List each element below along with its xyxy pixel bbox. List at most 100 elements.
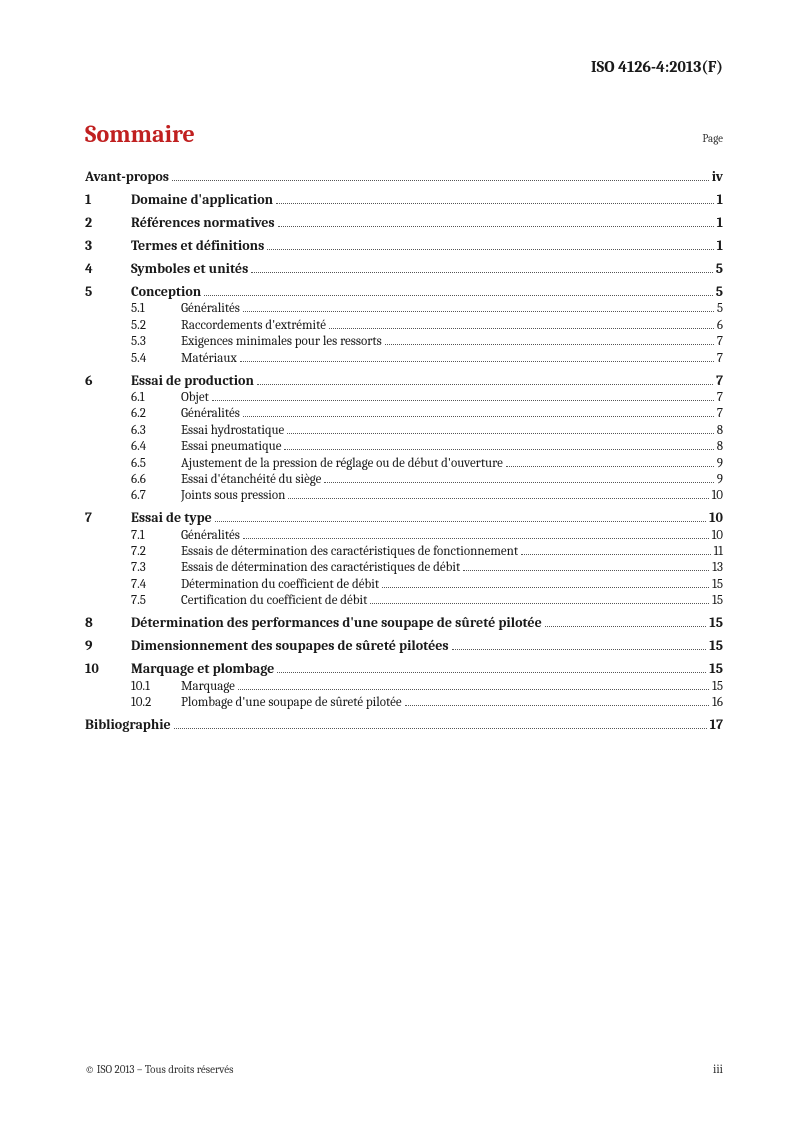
toc-subentry: 6.5Ajustement de la pression de réglage …: [85, 456, 723, 469]
toc-title: Références normatives: [131, 216, 275, 230]
toc-entry: 3Termes et définitions1: [85, 239, 723, 253]
toc-title: Conception: [131, 285, 201, 299]
toc-page: 7: [717, 391, 723, 404]
copyright-text: © ISO 2013 – Tous droits réservés: [85, 1063, 233, 1076]
toc-title: Essai de production: [131, 374, 254, 388]
toc-subsection-number: 7.2: [131, 545, 181, 558]
toc-page: 7: [716, 374, 723, 388]
toc-leader: [172, 171, 709, 181]
toc-leader: [212, 391, 714, 401]
toc-leader: [204, 286, 713, 296]
toc-group: 4Symboles et unités5: [85, 262, 723, 276]
toc-leader: [405, 696, 710, 706]
toc-section-number: 10: [85, 662, 131, 676]
toc-page: 1: [717, 239, 723, 253]
toc-entry: Avant-proposiv: [85, 170, 723, 184]
toc-section-number: 9: [85, 639, 131, 653]
toc-entry: 7Essai de type10: [85, 511, 723, 525]
toc-page: 10: [709, 511, 723, 525]
toc-leader: [370, 594, 709, 604]
toc-subentry: 10.1Marquage15: [85, 679, 723, 692]
toc-leader: [521, 545, 710, 555]
toc-subentry: 5.1Généralités5: [85, 302, 723, 315]
toc-subtitle: Marquage: [181, 680, 235, 693]
document-identifier: ISO 4126-4:2013(F): [85, 58, 723, 76]
toc-subentry: 6.6Essai d'étanchéité du siège9: [85, 473, 723, 486]
toc-subsection-number: 6.1: [131, 391, 181, 404]
toc-page: 15: [712, 578, 723, 591]
toc-page: 11: [714, 545, 723, 558]
toc-subtitle: Essai pneumatique: [181, 440, 281, 453]
toc-leader: [251, 263, 712, 273]
toc-page: 5: [716, 285, 723, 299]
toc-subsection-number: 7.3: [131, 561, 181, 574]
toc-leader: [276, 194, 714, 204]
toc-entry: 2Références normatives1: [85, 216, 723, 230]
toc-entry: 1Domaine d'application1: [85, 193, 723, 207]
toc-leader: [174, 719, 707, 729]
toc-subentry: 6.1Objet7: [85, 391, 723, 404]
toc-subtitle: Plombage d'une soupape de sûreté pilotée: [181, 696, 402, 709]
toc-leader: [329, 318, 714, 328]
toc-subentry: 6.2Généralités 7: [85, 407, 723, 420]
toc-subsection-number: 6.6: [131, 473, 181, 486]
toc-page: 17: [710, 718, 723, 732]
toc-subsection-number: 5.2: [131, 319, 181, 332]
toc-entry: 8Détermination des performances d'une so…: [85, 616, 723, 630]
toc-leader: [382, 577, 709, 587]
toc-subsection-number: 6.2: [131, 407, 181, 420]
toc-title: Domaine d'application: [131, 193, 273, 207]
toc-subentry: 5.4Matériaux7: [85, 351, 723, 364]
toc-subtitle: Généralités: [181, 407, 240, 420]
toc-group: 8Détermination des performances d'une so…: [85, 616, 723, 630]
toc-group: 3Termes et définitions1: [85, 239, 723, 253]
toc-page: 7: [717, 407, 723, 420]
toc-page: 1: [717, 193, 723, 207]
toc-group: 10Marquage et plombage1510.1Marquage1510…: [85, 662, 723, 709]
toc-leader: [287, 423, 713, 433]
toc-leader: [324, 473, 713, 483]
toc-entry: 9Dimensionnement des soupapes de sûreté …: [85, 639, 723, 653]
toc-subsection-number: 10.2: [131, 696, 181, 709]
toc-leader: [506, 456, 714, 466]
toc-subentry: 6.3Essai hydrostatique8: [85, 423, 723, 436]
toc-title: Symboles et unités: [131, 262, 248, 276]
toc-page: 7: [717, 352, 723, 365]
toc-leader: [545, 617, 707, 627]
toc-section-number: 7: [85, 511, 131, 525]
toc-leader: [243, 528, 709, 538]
toc-group: Bibliographie17: [85, 718, 723, 732]
toc-group: 7Essai de type107.1Généralités107.2Essai…: [85, 511, 723, 607]
toc-subtitle: Certification du coefficient de débit: [181, 594, 367, 607]
toc-leader: [284, 440, 713, 450]
toc-subsection-number: 5.3: [131, 335, 181, 348]
toc-entry: 10Marquage et plombage 15: [85, 662, 723, 676]
toc-page: 15: [712, 680, 723, 693]
toc-group: 5Conception55.1Généralités55.2Raccordeme…: [85, 285, 723, 365]
toc-subentry: 7.2Essais de détermination des caractéri…: [85, 545, 723, 558]
toc-subtitle: Matériaux: [181, 352, 237, 365]
toc-group: 2Références normatives1: [85, 216, 723, 230]
toc-page: 15: [709, 662, 723, 676]
toc-section-number: 3: [85, 239, 131, 253]
toc-subtitle: Raccordements d'extrémité: [181, 319, 326, 332]
toc-group: 1Domaine d'application1: [85, 193, 723, 207]
toc-entry: 5Conception5: [85, 285, 723, 299]
toc-section-number: 6: [85, 374, 131, 388]
toc-section-number: 5: [85, 285, 131, 299]
toc-subsection-number: 5.1: [131, 302, 181, 315]
toc-subentry: 10.2Plombage d'une soupape de sûreté pil…: [85, 696, 723, 709]
toc-leader: [257, 374, 713, 384]
toc-leader: [240, 351, 714, 361]
toc-entry: 4Symboles et unités5: [85, 262, 723, 276]
toc-title: Marquage et plombage: [131, 662, 274, 676]
toc-subsection-number: 6.5: [131, 457, 181, 470]
toc-subtitle: Essai hydrostatique: [181, 424, 284, 437]
toc-page: 5: [716, 262, 723, 276]
toc-subtitle: Joints sous pression: [181, 489, 285, 502]
toc-subsection-number: 6.7: [131, 489, 181, 502]
toc-leader: [278, 217, 714, 227]
toc-page: 9: [717, 457, 723, 470]
toc-section-number: 1: [85, 193, 131, 207]
toc-subtitle: Généralités: [181, 529, 240, 542]
